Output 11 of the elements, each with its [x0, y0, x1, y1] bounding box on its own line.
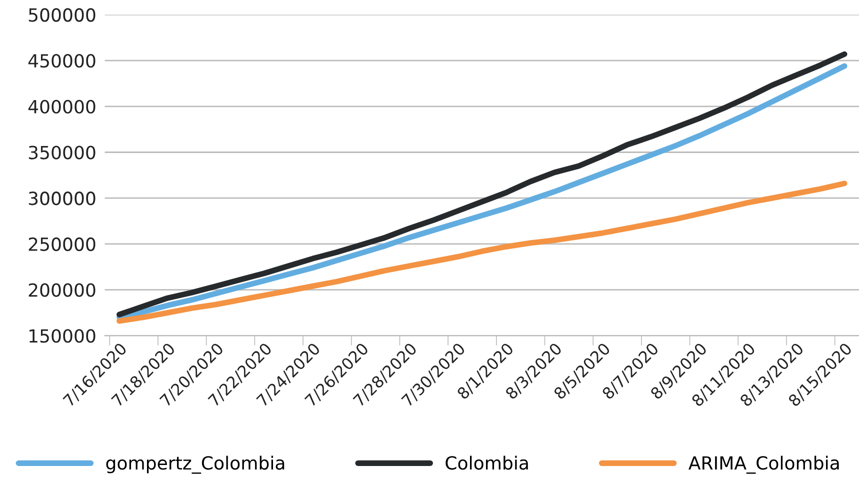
y-tick-label: 350000: [28, 146, 96, 160]
y-tick-label: 400000: [28, 100, 96, 114]
y-tick-label: 250000: [28, 237, 96, 252]
legend-label: Colombia: [446, 456, 528, 470]
y-tick-label: 150000: [30, 329, 96, 343]
y-tick-label: 200000: [28, 283, 96, 297]
legend-label: gompertz_Colombia: [106, 456, 284, 474]
legend-label: ARIMA_Colombia: [688, 456, 839, 474]
y-tick-label: 300000: [28, 192, 96, 206]
y-tick-label: 500000: [28, 8, 96, 22]
y-tick-label: 450000: [28, 54, 96, 68]
